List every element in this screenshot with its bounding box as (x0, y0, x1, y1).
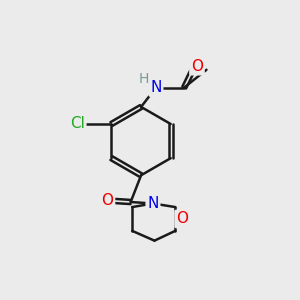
Text: N: N (147, 196, 159, 211)
Text: O: O (101, 193, 113, 208)
Text: O: O (176, 212, 188, 226)
Text: N: N (150, 80, 162, 95)
Text: Cl: Cl (70, 116, 85, 131)
Text: H: H (138, 72, 148, 86)
Text: O: O (191, 59, 203, 74)
